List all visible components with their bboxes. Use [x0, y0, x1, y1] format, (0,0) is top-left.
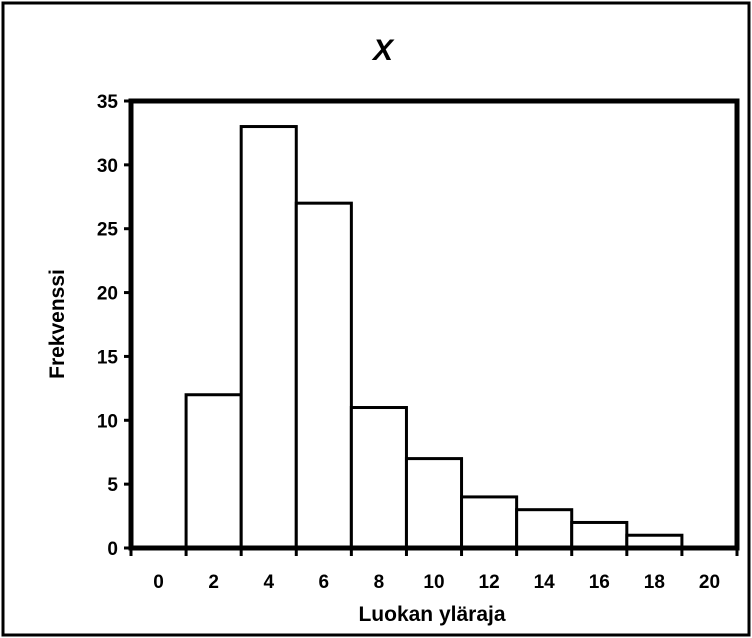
x-tick-label: 18 — [644, 572, 665, 593]
x-tick-label: 10 — [423, 572, 444, 593]
x-tick-label: 4 — [263, 572, 274, 593]
y-tick-label: 5 — [107, 475, 118, 496]
y-tick-label: 15 — [97, 347, 119, 368]
x-tick-label: 6 — [319, 572, 330, 593]
bar-10 — [404, 457, 464, 550]
bar-4 — [239, 125, 298, 550]
x-tick-label: 0 — [153, 572, 164, 593]
plot-area — [128, 98, 740, 551]
x-axis-label: Luokan yläraja — [358, 603, 505, 626]
bars-group — [184, 125, 684, 550]
y-tick-label: 10 — [97, 411, 118, 432]
x-tick-label: 2 — [208, 572, 219, 593]
y-tick-label: 35 — [97, 92, 119, 113]
y-tick-label: 30 — [97, 156, 118, 177]
x-axis-ticks: 0 2 4 6 8 10 12 14 16 18 20 — [129, 548, 739, 593]
y-tick-label: 20 — [97, 284, 118, 305]
y-axis-label: Frekvenssi — [46, 269, 69, 379]
x-tick-label: 8 — [374, 572, 385, 593]
chart-title: X — [371, 34, 395, 67]
y-tick-label: 25 — [97, 220, 119, 241]
bar-2 — [184, 393, 243, 550]
x-tick-label: 12 — [479, 572, 500, 593]
bar-6 — [294, 201, 353, 550]
y-tick-label: 0 — [107, 539, 118, 560]
bar-8 — [349, 406, 408, 550]
x-tick-label: 14 — [534, 572, 556, 593]
x-tick-label: 20 — [699, 572, 720, 593]
y-axis-ticks: 0 5 10 15 20 25 30 35 — [97, 92, 131, 560]
x-tick-label: 16 — [589, 572, 610, 593]
bar-16 — [570, 520, 629, 550]
bar-14 — [515, 508, 574, 550]
bar-12 — [460, 495, 519, 550]
